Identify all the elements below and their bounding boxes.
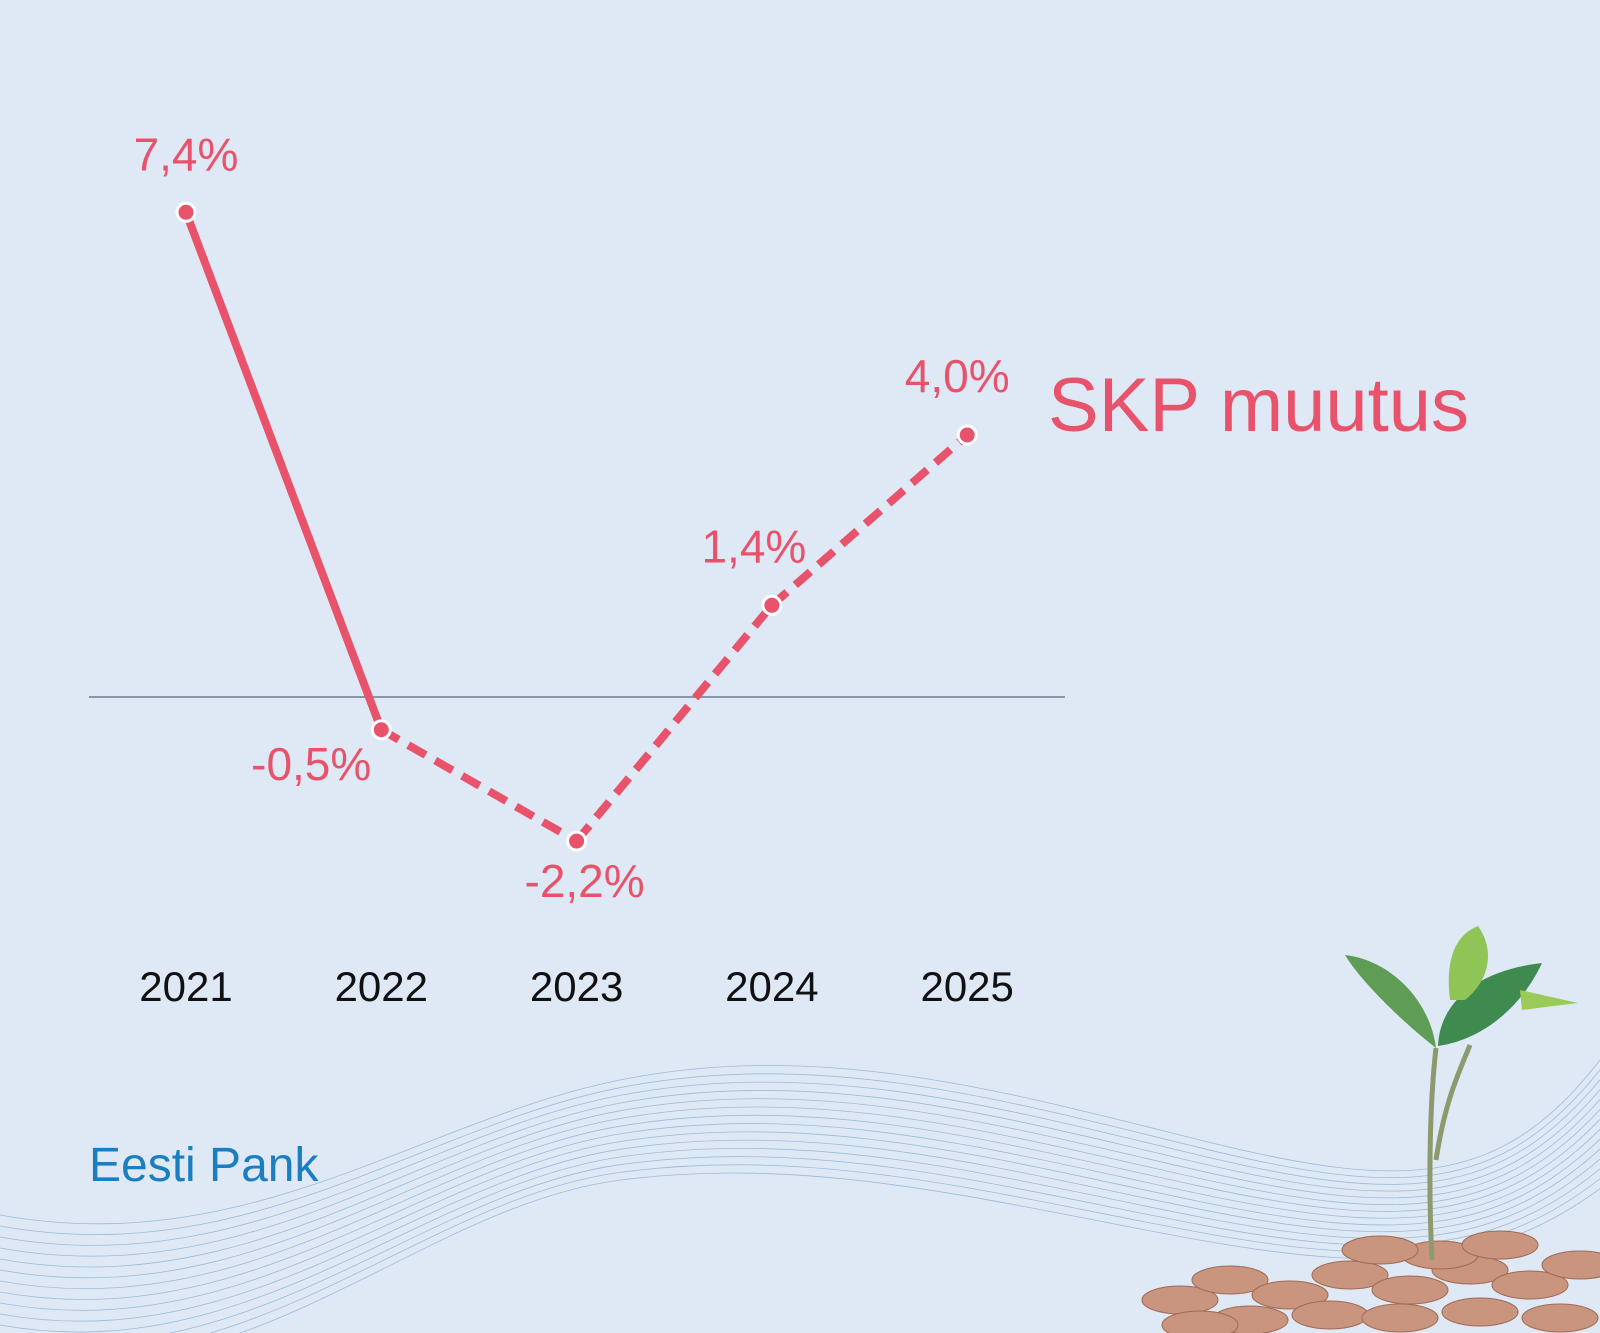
plant-stem: [1427, 1044, 1473, 1261]
coin: [1311, 1260, 1389, 1290]
wave-line: [0, 1059, 1600, 1225]
coin: [1191, 1265, 1269, 1295]
series-segment: [379, 726, 579, 845]
wave-line: [0, 1098, 1600, 1268]
wave-line: [0, 1106, 1600, 1279]
data-point: [370, 719, 392, 741]
series-segment: [769, 431, 970, 609]
x-tick-label: 2022: [335, 963, 428, 1010]
wave-line: [0, 1123, 1600, 1300]
wave-line: [0, 1131, 1600, 1311]
brand-logo-text: Eesti Pank: [89, 1139, 319, 1192]
coin: [1341, 1235, 1419, 1265]
data-label: 4,0%: [905, 350, 1010, 402]
data-point: [956, 424, 978, 446]
wave-line: [0, 1147, 1600, 1333]
coin: [1541, 1250, 1600, 1280]
data-label: -2,2%: [525, 855, 645, 907]
coin: [1251, 1280, 1329, 1310]
coin: [1291, 1300, 1369, 1330]
data-point: [566, 830, 588, 852]
x-tick-label: 2023: [530, 963, 623, 1010]
data-label: 7,4%: [134, 128, 239, 180]
leaf: [1520, 990, 1578, 1010]
coin: [1441, 1297, 1519, 1327]
chart-title: SKP muutus: [1048, 363, 1470, 448]
coin: [1461, 1230, 1539, 1260]
coin: [1521, 1303, 1599, 1333]
data-label: 1,4%: [701, 520, 806, 572]
coin: [1361, 1303, 1439, 1333]
series-segment: [573, 602, 775, 844]
x-tick-label: 2025: [920, 963, 1013, 1010]
leaf: [1345, 955, 1436, 1048]
series-segment: [182, 210, 386, 732]
coin: [1491, 1270, 1569, 1300]
decorative-waves: [0, 1059, 1600, 1333]
coin: [1161, 1310, 1239, 1333]
wave-line: [0, 1089, 1600, 1257]
leaf: [1448, 926, 1488, 1000]
x-tick-label: 2024: [725, 963, 818, 1010]
wave-line: [0, 1069, 1600, 1235]
wave-line: [0, 1079, 1600, 1246]
plant-on-coins-image: [1141, 926, 1600, 1333]
leaf: [1438, 963, 1542, 1046]
x-tick-label: 2021: [139, 963, 232, 1010]
data-label: -0,5%: [251, 738, 371, 790]
data-point: [175, 201, 197, 223]
data-point: [761, 594, 783, 616]
coin: [1371, 1275, 1449, 1305]
wave-line: [0, 1139, 1600, 1322]
wave-line: [0, 1114, 1600, 1290]
